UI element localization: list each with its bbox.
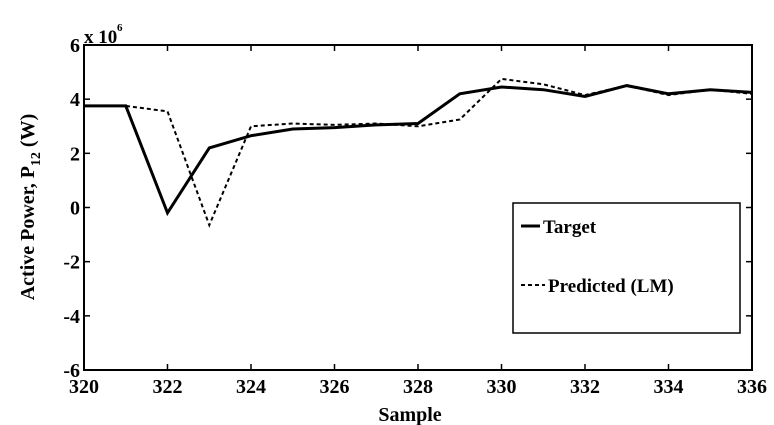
y-tick-label: 6 — [70, 35, 80, 57]
x-axis-title: Sample — [378, 404, 441, 425]
series-line-target — [84, 84, 753, 217]
y-axis-title-main: Active Power, P — [17, 166, 39, 300]
y-tick-label: -6 — [63, 360, 80, 382]
x-tick-label: 324 — [236, 376, 266, 398]
y-axis-title-unit: (W) — [17, 114, 39, 152]
ticks-layer: 320 322 324 326 328 330 332 334 336 -6 -4 -2 0 2 4 6 — [63, 35, 767, 398]
x-tick-label: 322 — [153, 376, 183, 398]
x-tick-label: 336 — [737, 376, 767, 398]
series-layer — [84, 77, 753, 228]
y-tick-label: 0 — [70, 198, 80, 220]
x-tick-label: 328 — [403, 376, 433, 398]
x-tick-label: 334 — [654, 376, 684, 398]
x-tick-label: 326 — [320, 376, 350, 398]
legend-box — [512, 202, 741, 334]
x-tick-label: 320 — [69, 376, 99, 398]
y-tick-label: -4 — [63, 306, 80, 328]
x-tick-label: 332 — [570, 376, 600, 398]
y-tick-label: 2 — [70, 143, 80, 165]
y-tick-label: -2 — [63, 252, 80, 274]
series-line-predicted — [84, 77, 753, 228]
legend-label-predicted: Predicted (LM) — [548, 276, 674, 297]
y-tick-label: 4 — [70, 89, 80, 111]
y-axis-title: Active Power, P12 (W) — [17, 114, 44, 301]
y-scale-exponent: 6 — [117, 22, 123, 34]
y-scale-base: x 10 — [84, 27, 117, 48]
legend-label-target: Target — [543, 217, 597, 238]
x-tick-label: 330 — [487, 376, 517, 398]
svg-text:Active Power, P12 (W): Active Power, P12 (W) — [17, 114, 44, 301]
legend: Target Predicted (LM) — [512, 202, 741, 334]
y-axis-title-subscript: 12 — [29, 152, 44, 166]
